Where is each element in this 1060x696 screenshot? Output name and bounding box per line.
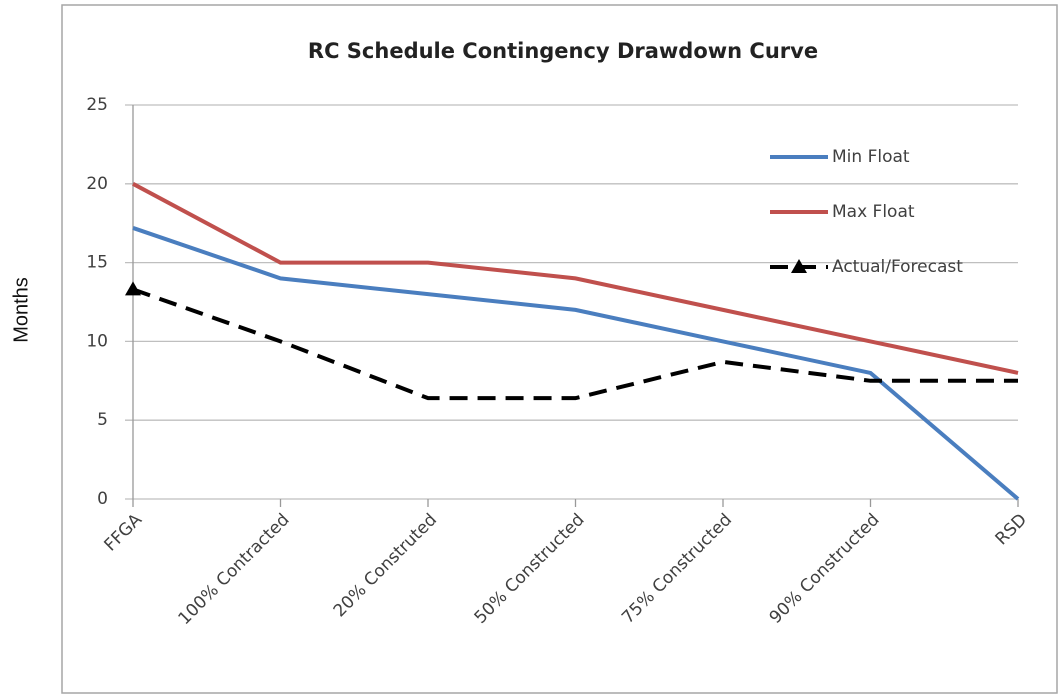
series-line <box>132 287 1018 401</box>
series-line <box>132 182 1019 375</box>
legend-label: Min Float <box>832 147 910 167</box>
y-tick-label: 20 <box>86 174 108 194</box>
y-tick-label: 15 <box>86 253 108 273</box>
legend-marker <box>791 259 807 273</box>
legend-label: Actual/Forecast <box>832 257 963 277</box>
y-tick-label: 5 <box>97 410 108 430</box>
chart-title: RC Schedule Contingency Drawdown Curve <box>308 39 818 63</box>
series-line <box>132 226 1020 501</box>
y-tick-label: 0 <box>97 489 108 509</box>
y-axis-label: Months <box>10 277 32 343</box>
legend-label: Max Float <box>832 202 915 222</box>
marker <box>125 281 141 296</box>
y-tick-label: 10 <box>86 331 108 351</box>
y-tick-label: 25 <box>86 95 108 115</box>
chart-frame <box>61 4 1058 694</box>
